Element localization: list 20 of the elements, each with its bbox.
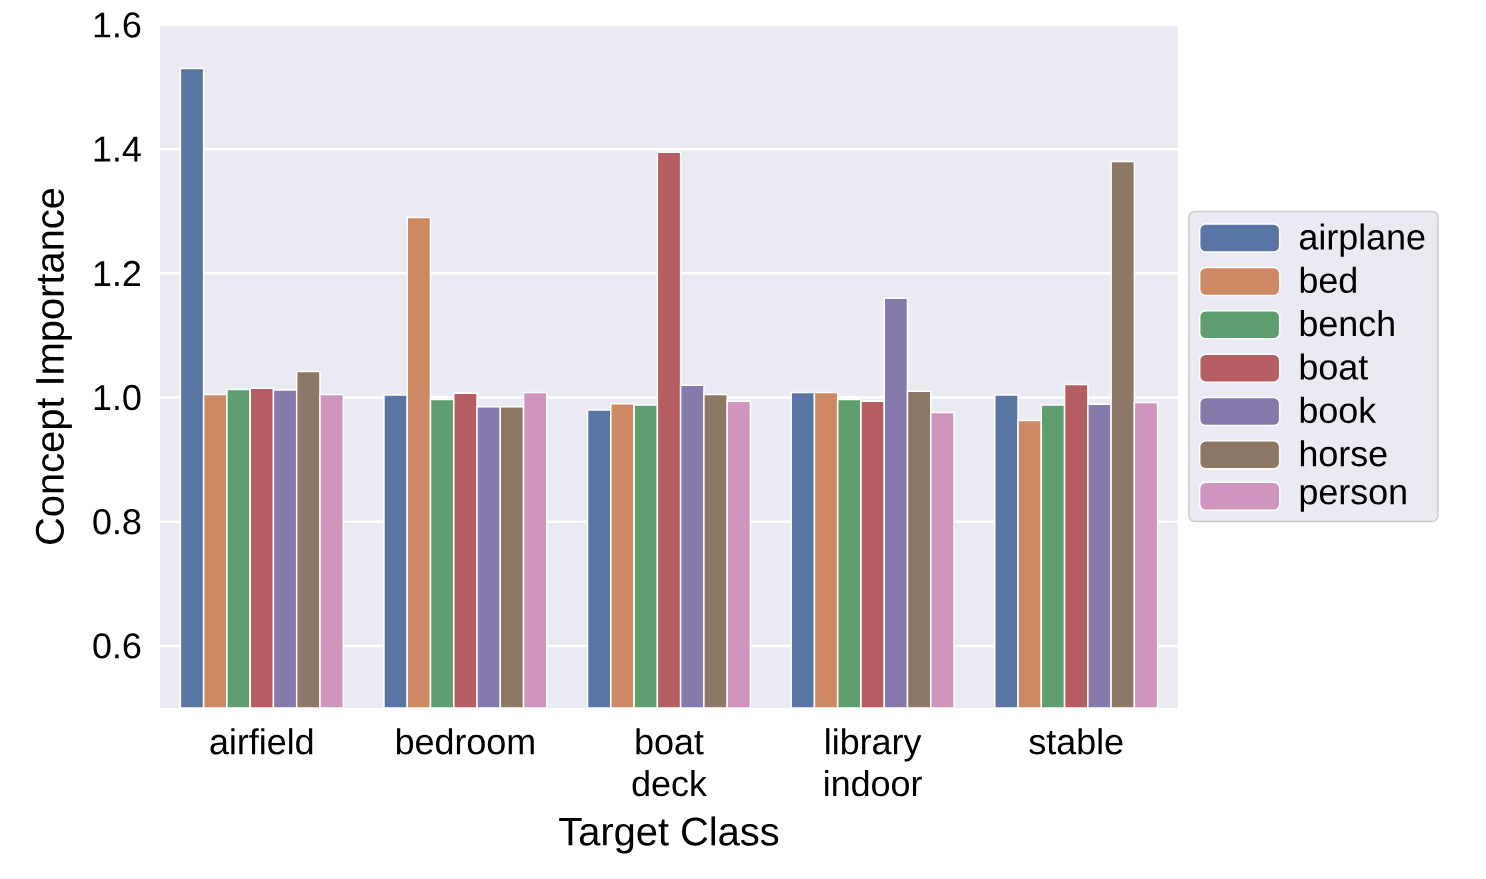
legend-label: boat: [1300, 353, 1368, 380]
y-tick-label: 1.6: [94, 12, 141, 38]
y-axis-title: Concept Importance: [35, 188, 72, 544]
y-tick-label: 0.6: [93, 633, 141, 659]
y-tick-label: 1.2: [94, 260, 141, 286]
legend-label: horse: [1300, 440, 1387, 467]
legend-label: person: [1300, 484, 1406, 512]
x-tick-label: boat deck: [632, 728, 707, 797]
y-tick-label: 1.4: [94, 136, 141, 162]
x-tick-label: library indoor: [825, 728, 922, 797]
x-axis-title: Target Class: [559, 816, 779, 854]
x-tick-label: stable: [1029, 728, 1123, 755]
legend-label: airplane: [1299, 223, 1425, 257]
legend-label: book: [1300, 396, 1377, 424]
legend-label: bed: [1300, 266, 1356, 294]
legend-label: bench: [1300, 310, 1394, 337]
y-tick-label: 0.8: [93, 509, 141, 535]
x-tick-label: airfield: [210, 728, 313, 755]
y-tick-label: 1.0: [94, 384, 141, 411]
x-tick-label: bedroom: [396, 728, 534, 755]
